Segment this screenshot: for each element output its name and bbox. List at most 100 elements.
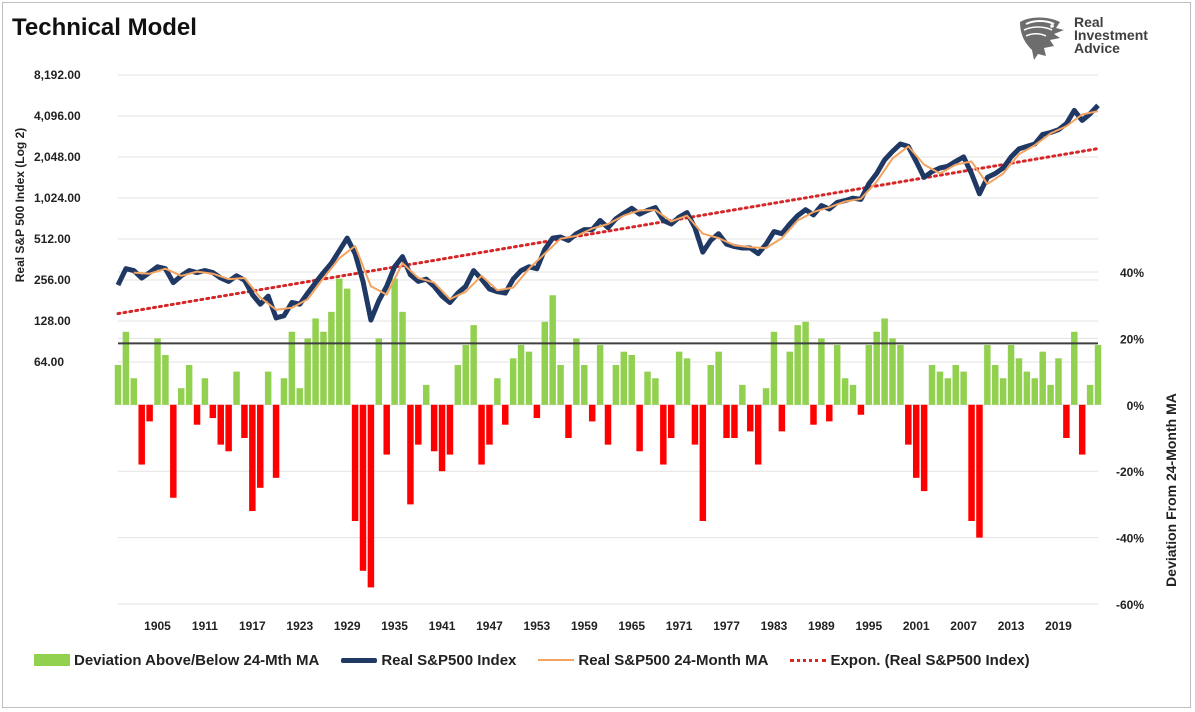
deviation-bar-positive <box>462 345 469 405</box>
deviation-bar-negative <box>691 404 699 445</box>
deviation-bar-positive <box>707 364 714 405</box>
legend-swatch-index <box>341 657 378 663</box>
left-axis-ticks: 64.00 128.00 256.00 512.00 1,024.00 2,048.00 4… <box>34 68 81 369</box>
deviation-bar-positive <box>1031 378 1039 405</box>
x-axis-ticks: 1905 1911 1917 1923 1929 1935 1941 1947 1953 1959… <box>144 619 1072 633</box>
deviation-bar-positive <box>992 364 999 405</box>
x-tick-label: 2019 <box>1045 619 1072 633</box>
deviation-bar-negative <box>1063 404 1070 438</box>
deviation-bar-positive <box>889 338 896 405</box>
deviation-bar-positive <box>525 351 533 405</box>
deviation-bar-negative <box>249 404 256 512</box>
legend-label-deviation: Deviation Above/Below 24-Mth MA <box>74 651 320 669</box>
deviation-bar-positive <box>999 378 1007 405</box>
deviation-bar-positive <box>936 371 944 405</box>
deviation-bar-positive <box>683 358 691 405</box>
x-tick-label: 2013 <box>998 619 1025 633</box>
deviation-bar-positive <box>328 311 335 405</box>
x-tick-label: 1941 <box>429 619 456 633</box>
deviation-bar-positive <box>818 338 825 405</box>
deviation-bar-negative <box>699 404 707 521</box>
deviation-bar-positive <box>154 338 161 405</box>
deviation-bar-positive <box>573 338 580 405</box>
deviation-bar-positive <box>1023 371 1031 405</box>
left-axis-title: Real S&P 500 Index (Log 2) <box>13 128 27 283</box>
deviation-bar-positive <box>280 378 288 405</box>
deviation-bar-negative <box>636 404 643 452</box>
logo: Real Investment Advice <box>1016 14 1176 64</box>
deviation-bar-negative <box>138 404 145 465</box>
deviation-bar-negative <box>533 404 541 419</box>
left-tick-label: 4,096.00 <box>34 109 81 123</box>
x-tick-label: 1965 <box>618 619 645 633</box>
legend: Deviation Above/Below 24-Mth MA Real S&P… <box>34 650 1164 670</box>
deviation-bar-negative <box>407 404 414 505</box>
deviation-bar-positive <box>715 351 722 405</box>
deviation-bar-positive <box>288 331 296 405</box>
deviation-bar-positive <box>1047 384 1054 405</box>
page-title: Technical Model <box>12 14 197 41</box>
deviation-bar-positive <box>928 364 936 405</box>
x-tick-label: 1989 <box>808 619 835 633</box>
legend-item-deviation: Deviation Above/Below 24-Mth MA <box>34 652 319 669</box>
right-tick-label: 0% <box>1127 399 1145 413</box>
deviation-bar-negative <box>146 404 153 422</box>
deviation-bars <box>114 278 1102 588</box>
x-tick-label: 1935 <box>381 619 408 633</box>
deviation-bar-positive <box>865 345 873 405</box>
deviation-bar-negative <box>478 404 485 465</box>
deviation-bar-positive <box>833 345 841 405</box>
deviation-bar-negative <box>446 404 454 455</box>
deviation-bar-positive <box>312 318 319 405</box>
x-tick-label: 1953 <box>524 619 551 633</box>
deviation-bar-positive <box>201 378 209 405</box>
deviation-bar-negative <box>217 404 224 445</box>
right-tick-label: -60% <box>1116 598 1144 612</box>
legend-item-trend: Expon. (Real S&P500 Index) <box>790 652 1030 669</box>
left-tick-label: 512.00 <box>34 232 71 246</box>
deviation-bar-positive <box>130 378 138 405</box>
deviation-bar-negative <box>241 404 248 438</box>
deviation-bar-positive <box>177 388 185 405</box>
right-tick-label: -20% <box>1116 465 1144 479</box>
deviation-bar-negative <box>905 404 912 445</box>
deviation-bar-negative <box>826 404 833 422</box>
deviation-bar-negative <box>359 404 367 571</box>
deviation-bar-positive <box>304 338 311 405</box>
left-tick-label: 2,048.00 <box>34 150 81 164</box>
logo-line-1: Real <box>1074 14 1104 30</box>
deviation-bar-positive <box>770 331 778 405</box>
deviation-bar-positive <box>873 331 880 405</box>
deviation-bar-positive <box>786 351 794 405</box>
deviation-bar-positive <box>494 378 501 405</box>
x-tick-label: 1977 <box>713 619 740 633</box>
x-tick-label: 1947 <box>476 619 503 633</box>
deviation-bar-negative <box>747 404 754 432</box>
x-tick-label: 1911 <box>192 619 218 633</box>
deviation-bar-positive <box>470 325 477 405</box>
x-tick-label: 2001 <box>903 619 930 633</box>
x-tick-label: 1995 <box>855 619 882 633</box>
deviation-bar-positive <box>517 345 525 405</box>
deviation-bar-positive <box>644 371 651 405</box>
x-tick-label: 1905 <box>144 619 171 633</box>
deviation-bar-positive <box>320 331 327 405</box>
gridlines <box>118 74 1098 605</box>
legend-item-index: Real S&P500 Index <box>341 652 516 669</box>
deviation-bar-positive <box>849 384 857 405</box>
deviation-bar-positive <box>1015 358 1023 405</box>
deviation-bar-negative <box>430 404 438 452</box>
logo-text: Real Investment Advice <box>1074 14 1148 56</box>
right-tick-label: 40% <box>1120 266 1144 280</box>
left-tick-label: 256.00 <box>34 273 71 287</box>
deviation-bar-positive <box>557 364 564 405</box>
deviation-bar-positive <box>375 338 383 405</box>
deviation-bar-negative <box>920 404 928 492</box>
logo-line-3: Advice <box>1074 40 1120 56</box>
deviation-bar-negative <box>723 404 730 438</box>
deviation-bar-positive <box>1055 358 1062 405</box>
legend-item-ma: Real S&P500 24-Month MA <box>538 652 768 669</box>
deviation-bar-negative <box>754 404 762 465</box>
